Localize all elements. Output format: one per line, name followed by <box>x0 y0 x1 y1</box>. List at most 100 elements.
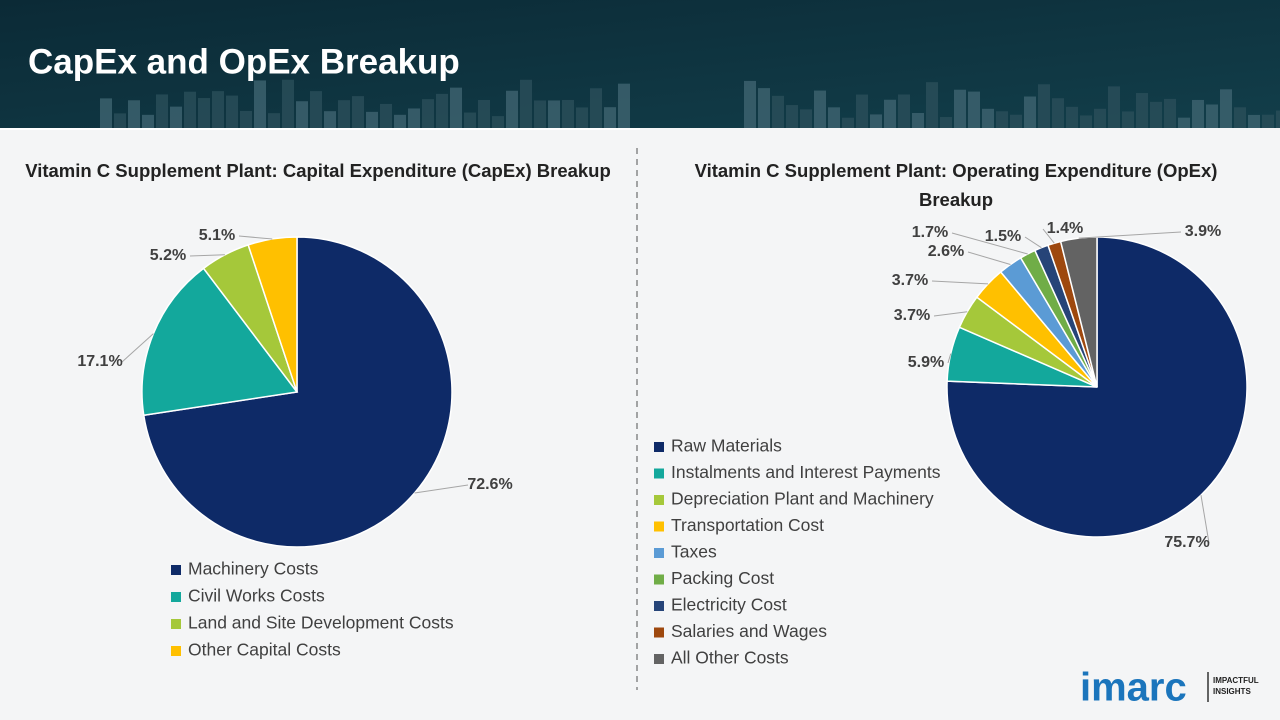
legend-swatch <box>654 627 664 638</box>
leader-line <box>1078 231 1182 239</box>
pie-slice <box>141 267 299 417</box>
legend-swatch <box>171 619 181 629</box>
building <box>534 100 546 128</box>
building <box>1262 114 1274 128</box>
building <box>1276 110 1280 128</box>
leader-line <box>189 254 225 257</box>
building <box>1024 96 1036 128</box>
legend-swatch <box>654 442 664 452</box>
building <box>1234 107 1246 128</box>
data-label: 3.9% <box>1185 223 1221 240</box>
building <box>814 90 826 128</box>
building <box>282 79 294 128</box>
building <box>142 114 154 128</box>
building <box>184 91 196 128</box>
building <box>226 95 238 128</box>
building <box>996 111 1008 128</box>
building <box>1136 93 1148 128</box>
legend-label: Salaries and Wages <box>671 621 827 641</box>
legend-swatch <box>171 592 181 602</box>
data-label: 75.7% <box>1164 534 1209 551</box>
building <box>604 107 616 128</box>
building <box>212 91 224 128</box>
building <box>268 113 280 128</box>
building <box>436 93 448 128</box>
data-label: 1.7% <box>912 224 948 241</box>
legend-swatch <box>171 646 181 656</box>
logo-tagline: IMPACTFUL <box>1213 676 1259 685</box>
data-label: 2.6% <box>928 243 964 260</box>
legend-swatch <box>654 601 664 611</box>
building <box>198 98 210 128</box>
building <box>520 79 532 128</box>
building <box>758 88 770 128</box>
leader-line <box>931 280 989 285</box>
building <box>394 114 406 128</box>
building <box>1066 106 1078 128</box>
building <box>1192 99 1204 128</box>
building <box>1150 101 1162 128</box>
building <box>968 91 980 128</box>
building <box>114 113 126 128</box>
building <box>870 114 882 128</box>
building <box>926 82 938 128</box>
legend-label: Taxes <box>671 542 717 562</box>
building <box>254 80 266 128</box>
building <box>898 94 910 128</box>
building <box>240 110 252 128</box>
header-edge <box>0 128 640 130</box>
building <box>1010 114 1022 128</box>
building <box>324 111 336 128</box>
legend-label: Raw Materials <box>671 436 782 456</box>
building <box>576 107 588 128</box>
data-label: 1.4% <box>1047 220 1083 237</box>
legend-swatch <box>654 548 664 558</box>
leader-line <box>951 232 1028 255</box>
building <box>1248 114 1260 128</box>
leader-line <box>414 484 469 494</box>
building <box>828 107 840 128</box>
legend-swatch <box>654 654 664 664</box>
building <box>842 117 854 128</box>
data-label: 5.2% <box>150 247 186 264</box>
building <box>408 108 420 128</box>
legend-swatch <box>654 468 664 479</box>
legend-label: Land and Site Development Costs <box>188 613 454 633</box>
building <box>380 103 392 128</box>
building <box>1164 98 1176 128</box>
building <box>100 98 112 128</box>
legend-label: Transportation Cost <box>671 515 824 535</box>
legend-label: Depreciation Plant and Machinery <box>671 489 934 509</box>
page-title: CapEx and OpEx Breakup <box>28 42 460 81</box>
leader-line <box>967 251 1011 265</box>
building <box>856 94 868 128</box>
legend-label: Electricity Cost <box>671 595 787 615</box>
legend-label: Civil Works Costs <box>188 586 325 606</box>
leader-line <box>238 235 273 240</box>
building <box>1220 89 1232 128</box>
legend-swatch <box>654 521 664 532</box>
building <box>450 87 462 128</box>
legend-label: Instalments and Interest Payments <box>671 462 941 482</box>
building <box>744 80 756 128</box>
building <box>1122 111 1134 128</box>
building <box>478 99 490 128</box>
building <box>1038 84 1050 128</box>
legend-swatch <box>654 574 664 585</box>
logo-tagline: INSIGHTS <box>1213 687 1251 696</box>
data-label: 5.9% <box>908 354 944 371</box>
leader-line <box>1042 228 1055 244</box>
leader-line <box>1200 495 1210 544</box>
building <box>352 96 364 128</box>
legend-label: Other Capital Costs <box>188 640 341 660</box>
building <box>170 106 182 128</box>
pie-slice <box>247 236 298 393</box>
building <box>800 109 812 128</box>
building <box>1108 86 1120 128</box>
data-label: 1.5% <box>985 228 1021 245</box>
building <box>1052 98 1064 128</box>
building <box>590 88 602 128</box>
data-label: 3.7% <box>894 307 930 324</box>
